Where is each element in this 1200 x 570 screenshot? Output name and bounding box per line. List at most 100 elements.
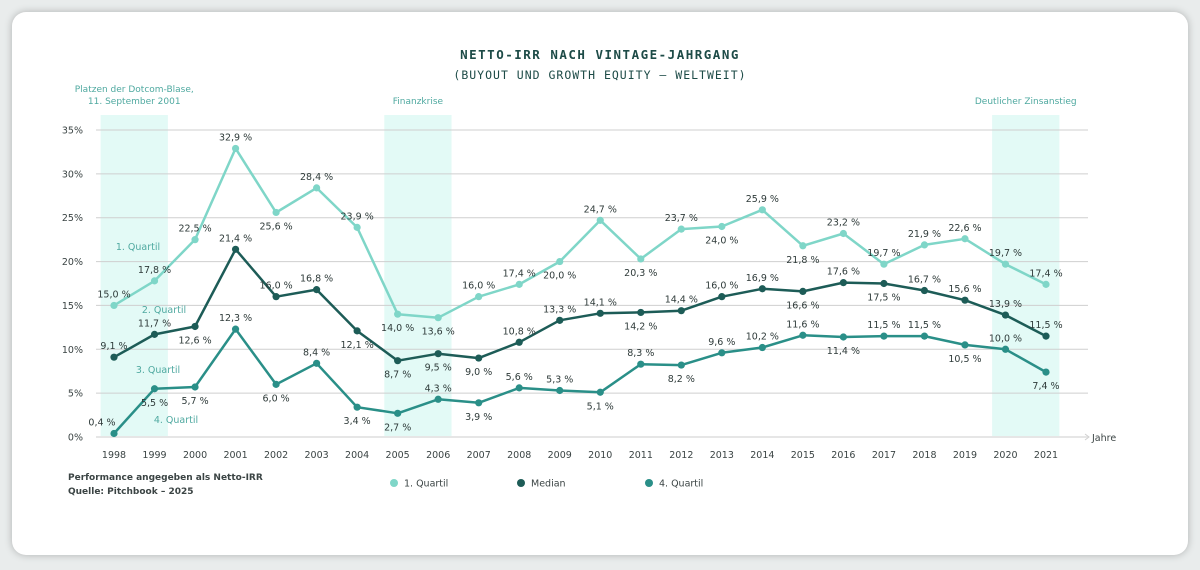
data-label: 14,4 %: [665, 295, 698, 306]
data-label: 16,0 %: [705, 281, 738, 292]
data-label: 16,8 %: [300, 274, 333, 285]
data-label: 10,0 %: [989, 333, 1022, 344]
data-label: 11,4 %: [827, 346, 860, 357]
data-label: 16,0 %: [259, 281, 292, 292]
data-label: 3,4 %: [344, 416, 371, 427]
x-tick-label: 2019: [953, 450, 977, 461]
data-point: [637, 308, 645, 317]
data-point: [718, 222, 726, 231]
x-tick-label: 2012: [669, 450, 693, 461]
data-point: [637, 360, 645, 368]
data-point: [150, 385, 159, 393]
data-label: 17,4 %: [1029, 268, 1062, 279]
data-label: 0,4 %: [88, 417, 115, 428]
data-point: [1001, 345, 1010, 353]
x-tick-label: 2010: [588, 450, 612, 461]
series-label-q3: 3. Quartil: [136, 365, 180, 376]
period-annotation: Deutlicher Zinsanstieg: [975, 97, 1077, 107]
data-label: 9,5 %: [425, 363, 452, 374]
footnote-line-2: Quelle: Pitchbook – 2025: [68, 487, 194, 497]
data-label: 9,1 %: [100, 341, 127, 352]
data-point: [556, 316, 564, 324]
series-label-q1: 1. Quartil: [116, 242, 160, 253]
highlight-band: [992, 115, 1060, 437]
data-point: [799, 287, 807, 295]
data-point: [191, 236, 199, 244]
data-label: 23,7 %: [665, 213, 698, 224]
data-point: [718, 293, 726, 301]
data-point: [1042, 368, 1050, 376]
series-label-q4: 4. Quartil: [154, 415, 198, 426]
data-point: [191, 383, 199, 391]
data-point: [353, 327, 361, 335]
series-label-q2: 2. Quartil: [142, 305, 186, 316]
legend-marker: [517, 479, 525, 487]
y-tick-label: 15%: [62, 301, 83, 312]
data-label: 15,0 %: [97, 289, 130, 300]
data-label: 2,7 %: [384, 422, 411, 433]
x-tick-label: 2001: [223, 450, 247, 461]
data-point: [961, 341, 969, 349]
data-point: [677, 225, 685, 233]
data-point: [556, 386, 564, 395]
data-label: 10,8 %: [503, 326, 536, 337]
data-label: 17,5 %: [867, 293, 900, 304]
data-point: [677, 361, 685, 369]
data-point: [110, 301, 118, 310]
period-annotation: Finanzkrise: [393, 97, 444, 107]
data-label: 19,7 %: [989, 248, 1022, 259]
data-label: 32,9 %: [219, 132, 252, 143]
y-tick-label: 25%: [62, 213, 83, 224]
data-point: [475, 293, 483, 301]
data-label: 16,9 %: [746, 273, 779, 284]
data-point: [880, 332, 888, 340]
data-label: 19,7 %: [867, 248, 900, 259]
x-tick-label: 2008: [507, 450, 531, 461]
data-point: [150, 277, 159, 285]
data-point: [1001, 260, 1010, 268]
data-label: 11,5 %: [867, 320, 900, 331]
data-label: 16,0 %: [462, 281, 495, 292]
data-point: [515, 280, 523, 288]
data-point: [191, 322, 199, 331]
data-point: [839, 279, 847, 287]
data-label: 5,5 %: [141, 398, 168, 409]
x-tick-label: 1998: [102, 450, 126, 461]
data-point: [637, 255, 645, 263]
x-tick-label: 2006: [426, 450, 450, 461]
data-point: [272, 293, 280, 301]
series-line-2: [113, 327, 1047, 435]
period-annotation: Platzen der Dotcom-Blase,: [75, 85, 194, 95]
legend-marker: [390, 479, 398, 487]
data-label: 5,3 %: [546, 375, 573, 386]
x-tick-label: 2004: [345, 450, 369, 461]
data-point: [434, 395, 442, 403]
data-label: 11,7 %: [138, 318, 171, 329]
y-tick-label: 35%: [62, 126, 83, 137]
data-point: [313, 359, 321, 367]
data-label: 11,6 %: [786, 319, 819, 330]
data-point: [961, 296, 969, 304]
data-label: 5,7 %: [181, 396, 208, 407]
data-point: [515, 384, 523, 392]
x-tick-label: 2021: [1034, 450, 1058, 461]
x-axis-label: Jahre: [1091, 433, 1116, 444]
data-label: 23,2 %: [827, 218, 860, 229]
data-point: [920, 241, 929, 249]
data-point: [718, 349, 726, 357]
data-label: 17,6 %: [827, 267, 860, 278]
data-label: 6,0 %: [263, 393, 290, 404]
x-tick-label: 2016: [831, 450, 855, 461]
axis-arrow-icon: [1084, 433, 1090, 441]
x-tick-label: 2003: [305, 450, 329, 461]
data-label: 8,3 %: [627, 348, 654, 359]
data-label: 12,3 %: [219, 313, 252, 324]
data-label: 13,9 %: [989, 299, 1022, 310]
x-tick-label: 2014: [750, 450, 774, 461]
y-tick-label: 0%: [68, 433, 83, 444]
data-label: 13,6 %: [422, 327, 455, 338]
data-point: [677, 307, 685, 315]
data-label: 25,6 %: [259, 221, 292, 232]
data-point: [799, 331, 807, 339]
data-point: [1042, 280, 1050, 288]
